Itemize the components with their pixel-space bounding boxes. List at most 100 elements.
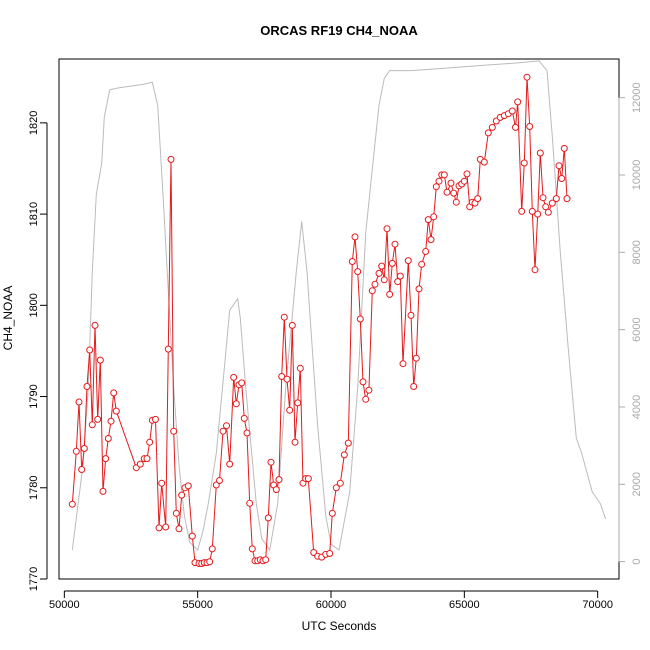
- ch4-data-point: [112, 407, 120, 415]
- axes-group: 50000 55000 60000 65000 70000177017801790180…: [28, 82, 643, 611]
- ch4-data-point: [288, 321, 296, 329]
- ch4-data-point: [262, 556, 270, 564]
- ch4-data-point: [531, 266, 539, 274]
- y2-tick-label: 8000: [631, 240, 643, 264]
- ch4-data-point: [336, 479, 344, 487]
- x-tick-label: 65000: [449, 599, 480, 611]
- ch4-data-point: [371, 280, 379, 288]
- ch4-data-point: [563, 195, 571, 203]
- ch4-data-point: [264, 514, 272, 522]
- ch4-data-point: [375, 269, 383, 277]
- ch4-data-point: [248, 545, 256, 553]
- ch4-data-point: [520, 159, 528, 167]
- ch4-data-point: [534, 210, 542, 218]
- ch4-data-point: [170, 427, 178, 435]
- ch4-data-point: [518, 207, 526, 215]
- ch4-data-point: [99, 487, 107, 495]
- ch4-data-point: [415, 285, 423, 293]
- x-tick-label: 70000: [582, 599, 613, 611]
- ch4-data-point: [480, 158, 488, 166]
- ch4-data-point: [560, 144, 568, 152]
- ch4-data-point: [544, 208, 552, 216]
- y2-tick-label: 2000: [631, 472, 643, 496]
- ch4-data-point: [552, 195, 560, 203]
- ch4-data-point: [404, 257, 412, 265]
- ch4-data-point: [326, 550, 334, 557]
- ch4-data-point: [175, 525, 183, 533]
- ch4-data-point: [394, 278, 402, 286]
- ch4-data-point: [278, 373, 286, 380]
- y-tick-label: 1820: [28, 111, 40, 135]
- x-tick-label: 55000: [182, 599, 213, 611]
- ch4-data-point: [104, 435, 112, 442]
- ch4-data-point: [410, 383, 418, 390]
- ch4-data-point: [80, 445, 88, 452]
- ch4-data-point: [383, 225, 391, 233]
- ch4-data-point: [558, 175, 566, 182]
- ch4-data-point: [424, 216, 432, 224]
- x-tick-label: 50000: [49, 599, 80, 611]
- ch4-data-point: [294, 399, 302, 407]
- ch4-data-point: [542, 203, 550, 211]
- plot-frame: [58, 58, 620, 580]
- ch4-data-point: [240, 414, 248, 422]
- ch4-data-point: [110, 389, 118, 397]
- ch4-data-point: [78, 466, 86, 473]
- ch4-data-point: [548, 199, 556, 207]
- ch4-data-point: [94, 415, 102, 423]
- ch4-data-point: [86, 346, 94, 354]
- ch4-data-point: [283, 375, 291, 383]
- ch4-data-point: [536, 149, 544, 157]
- ch4-data-point: [396, 272, 404, 280]
- ch4-data-point: [107, 417, 115, 425]
- ch4-data-point: [386, 290, 394, 298]
- ch4-data-point: [418, 260, 426, 268]
- ch4-data-point: [432, 183, 440, 191]
- ch4-data-point: [275, 476, 283, 484]
- ch4-data-point: [296, 364, 304, 372]
- ch4-data-point: [435, 177, 443, 185]
- ch4-data-point: [440, 171, 448, 179]
- ch4-data-point: [365, 386, 373, 394]
- ch4-data-point: [488, 123, 496, 131]
- ch4-data-point: [96, 356, 104, 364]
- ch4-data-point: [359, 378, 367, 386]
- ch4-data-point: [443, 188, 451, 196]
- y2-tick-label: 12000: [631, 82, 643, 113]
- ch4-data-point: [508, 107, 516, 115]
- ch4-data-point: [539, 194, 547, 202]
- ch4-data-point: [291, 438, 299, 446]
- ch4-data-point: [172, 509, 180, 517]
- ch4-data-point: [246, 499, 254, 507]
- ch4-data-point: [340, 451, 348, 459]
- ch4-data-point: [474, 195, 482, 203]
- ch4-data-point: [158, 479, 166, 487]
- ch4-data-point: [304, 475, 312, 483]
- ch4-data-point: [238, 379, 246, 387]
- ch4-data-point: [555, 162, 563, 170]
- ch4-data-point: [348, 258, 356, 265]
- ch4-data-point: [351, 233, 359, 241]
- y2-tick-label: 10000: [631, 160, 643, 191]
- x-axis-label: UTC Seconds: [302, 619, 377, 633]
- ch4-data-point: [152, 415, 159, 423]
- ch4-data-point: [523, 73, 531, 81]
- ch4-data-point: [184, 482, 192, 490]
- ch4-data-point: [162, 523, 170, 531]
- y2-tick-label: 6000: [631, 317, 643, 341]
- ch4-data-point: [512, 123, 519, 131]
- ch4-data-point: [484, 129, 492, 137]
- ch4-data-point: [178, 491, 186, 499]
- ch4-data-point: [332, 484, 340, 492]
- altitude-series-line: [71, 60, 607, 552]
- ch4-data-point: [102, 455, 110, 463]
- x-tick-label: 60000: [316, 599, 347, 611]
- ch4-data-point: [463, 170, 471, 178]
- y-tick-label: 1810: [28, 202, 40, 226]
- ch4-data-point: [460, 177, 468, 185]
- series-layer: [68, 60, 607, 567]
- ch4-data-point: [407, 311, 415, 319]
- ch4-data-point: [452, 198, 460, 206]
- ch4-data-point: [356, 315, 364, 323]
